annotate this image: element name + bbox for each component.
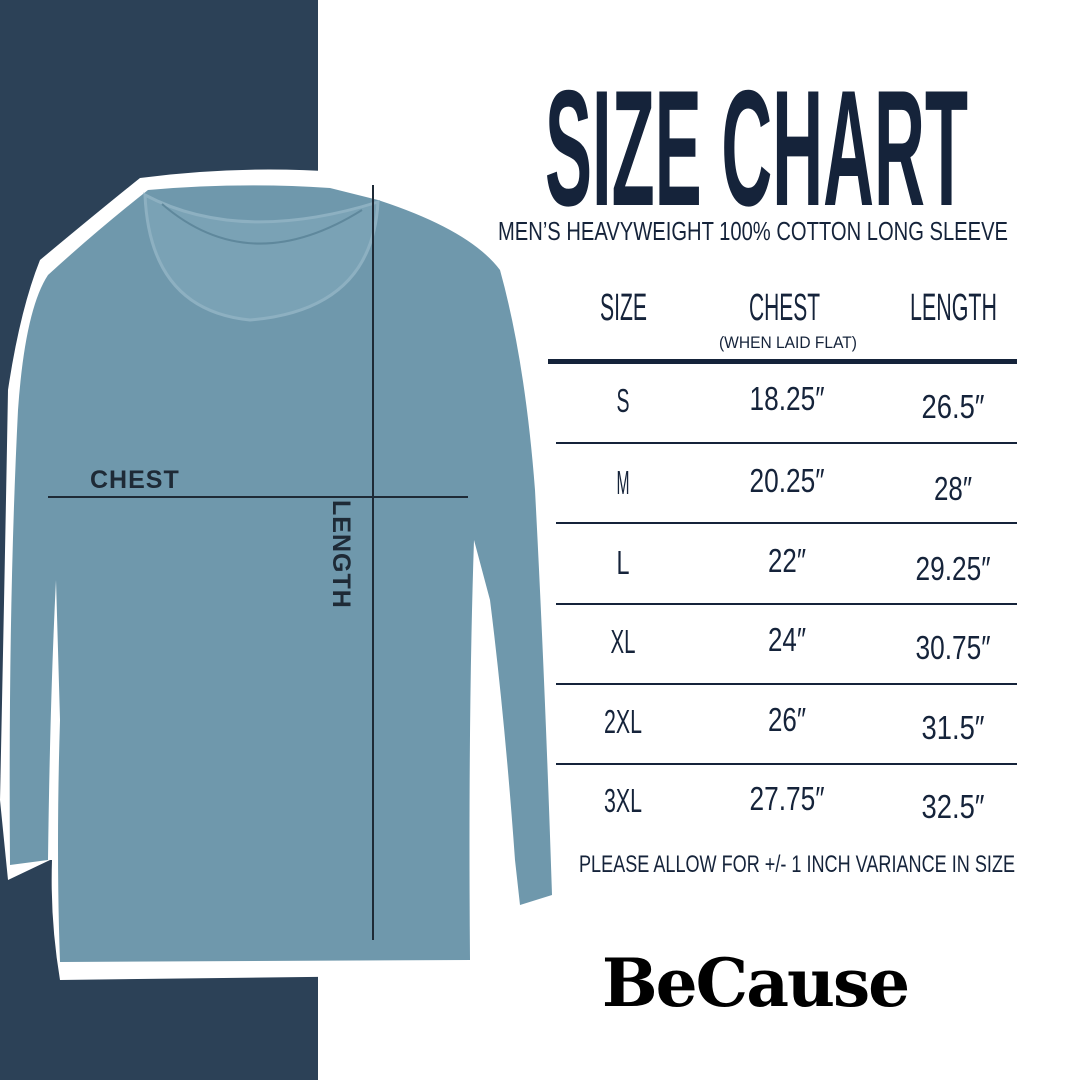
cell-length: 31.5″ <box>922 709 985 746</box>
header-divider <box>548 359 1017 364</box>
shirt-collar <box>143 192 380 322</box>
cell-size: 2XL <box>604 703 642 740</box>
table-row: 3XL 27.75″ 32.5″ <box>604 780 985 825</box>
cell-chest: 24″ <box>768 621 806 658</box>
cell-size: XL <box>611 623 636 660</box>
size-chart-panel: SIZE CHART MEN’S HEAVYWEIGHT 100% COTTON… <box>498 56 1017 878</box>
cell-size: 3XL <box>604 782 642 819</box>
row-divider <box>556 522 1017 524</box>
cell-length: 32.5″ <box>922 788 985 825</box>
cell-chest: 26″ <box>768 701 806 738</box>
length-diagram-label: LENGTH <box>327 500 355 609</box>
page-subtitle: MEN’S HEAVYWEIGHT 100% COTTON LONG SLEEV… <box>498 216 1008 246</box>
table-row: 2XL 26″ 31.5″ <box>604 701 985 746</box>
cell-size: M <box>617 464 630 501</box>
row-divider <box>556 603 1017 605</box>
table-row: L 22″ 29.25″ <box>617 542 991 587</box>
cell-chest: 20.25″ <box>750 462 825 499</box>
column-subheader-chest: (WHEN LAID FLAT) <box>719 333 857 352</box>
cell-length: 28″ <box>934 470 972 507</box>
column-header-length: LENGTH <box>910 287 997 329</box>
row-divider <box>556 442 1017 444</box>
table-row: S 18.25″ 26.5″ <box>617 380 985 425</box>
cell-length: 26.5″ <box>922 388 985 425</box>
shirt-body <box>9 185 552 962</box>
cell-size: L <box>617 544 630 581</box>
cell-size: S <box>617 382 630 419</box>
cell-length: 29.25″ <box>916 550 991 587</box>
table-row: M 20.25″ 28″ <box>617 462 973 507</box>
cell-chest: 18.25″ <box>750 380 825 417</box>
column-header-size: SIZE <box>600 287 647 329</box>
page-title: SIZE CHART <box>545 56 968 240</box>
cell-chest: 22″ <box>768 542 806 579</box>
variance-note: PLEASE ALLOW FOR +/- 1 INCH VARIANCE IN … <box>579 851 1015 878</box>
brand-logo: BeCause <box>601 944 910 1022</box>
long-sleeve-shirt-image <box>0 169 560 980</box>
cell-length: 30.75″ <box>916 629 991 666</box>
column-header-chest: CHEST <box>749 287 820 329</box>
cell-chest: 27.75″ <box>750 780 825 817</box>
table-row: XL 24″ 30.75″ <box>611 621 991 666</box>
chest-diagram-label: CHEST <box>90 466 180 494</box>
row-divider <box>556 763 1017 765</box>
row-divider <box>556 683 1017 685</box>
